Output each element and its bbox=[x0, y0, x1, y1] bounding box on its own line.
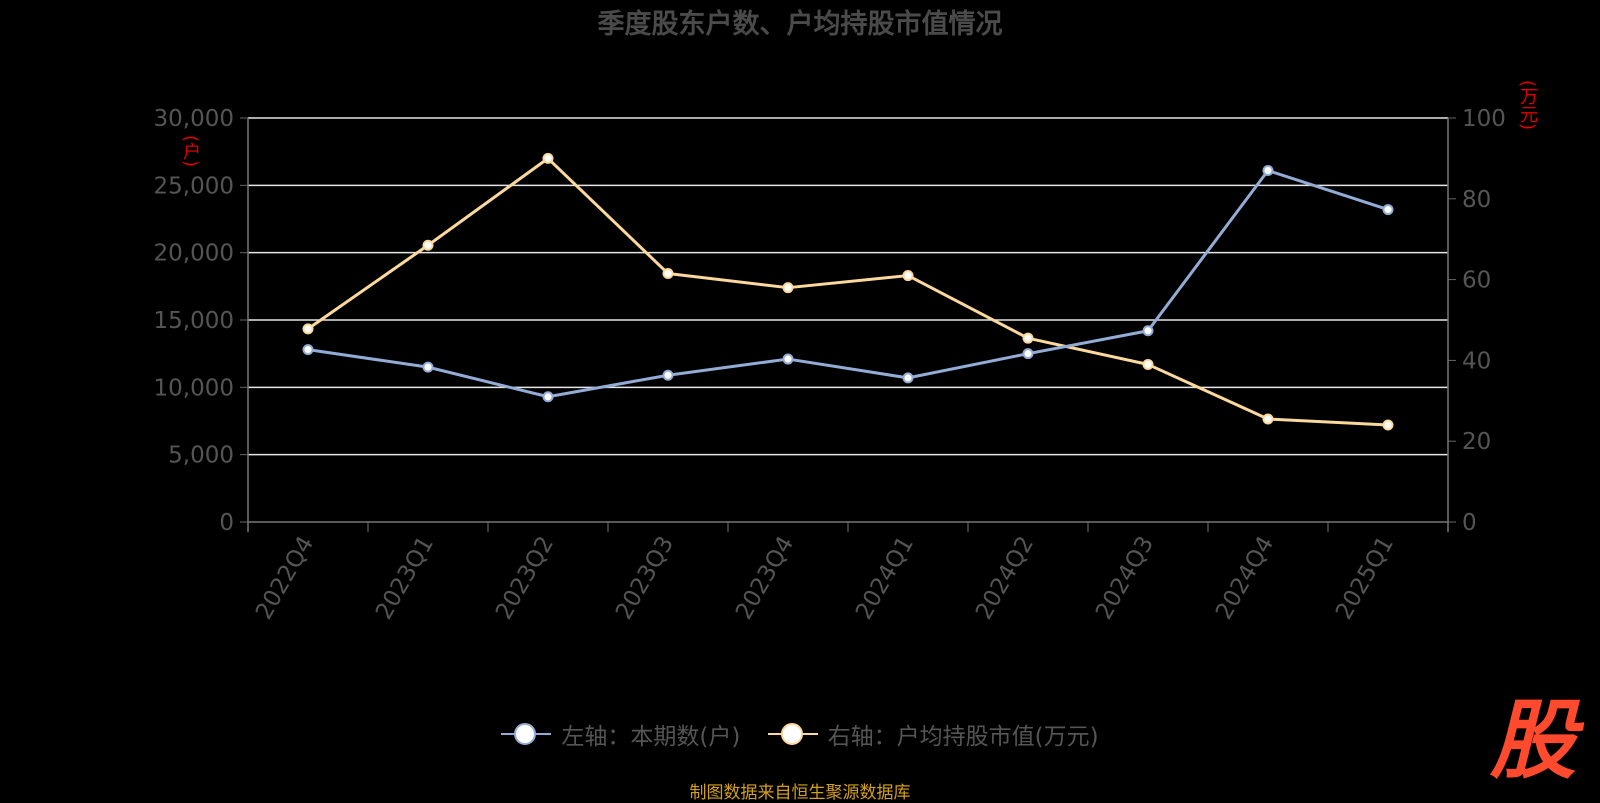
legend-marker-icon bbox=[767, 722, 818, 746]
data-point-left bbox=[422, 361, 434, 373]
series-line-right bbox=[307, 156, 1389, 427]
x-axis-tick-label: 2023Q1 bbox=[371, 532, 439, 624]
left-axis-tick-label: 0 bbox=[219, 510, 234, 536]
x-axis-tick-label: 2025Q1 bbox=[1331, 532, 1399, 624]
right-axis-tick-label: 100 bbox=[1462, 106, 1506, 132]
data-point-left bbox=[542, 391, 554, 403]
x-axis-tick-label: 2024Q3 bbox=[1091, 532, 1159, 624]
x-axis-tick-label: 2023Q4 bbox=[731, 532, 799, 624]
series-line-left bbox=[307, 169, 1389, 399]
x-axis-tick-label: 2024Q1 bbox=[851, 532, 919, 624]
x-axis-tick-label: 2022Q4 bbox=[251, 532, 319, 624]
right-axis-tick-label: 60 bbox=[1462, 268, 1491, 294]
data-point-left bbox=[1022, 348, 1034, 360]
legend-item-right-series[interactable]: 右轴：户均持股市值(万元) bbox=[767, 717, 1099, 751]
x-axis-tick-label: 2023Q3 bbox=[611, 532, 679, 624]
data-point-left bbox=[782, 353, 794, 365]
x-axis-tick-label: 2024Q2 bbox=[971, 532, 1039, 624]
data-point-right bbox=[542, 152, 554, 164]
left-axis-tick-label: 15,000 bbox=[154, 308, 234, 334]
data-point-right bbox=[1022, 332, 1034, 344]
data-source: 制图数据来自恒生聚源数据库 bbox=[689, 783, 911, 803]
x-axis-tick-label: 2023Q2 bbox=[491, 532, 559, 624]
left-axis-tick-label: 30,000 bbox=[154, 106, 234, 132]
left-axis-tick-label: 10,000 bbox=[154, 375, 234, 401]
x-axis-tick-label: 2024Q4 bbox=[1211, 532, 1279, 624]
left-axis-tick-label: 25,000 bbox=[154, 173, 234, 199]
legend-label: 右轴：户均持股市值(万元) bbox=[827, 724, 1099, 750]
data-point-left bbox=[1262, 165, 1274, 177]
chart-title: 季度股东户数、户均持股市值情况 bbox=[597, 9, 1003, 40]
data-point-left bbox=[1382, 204, 1394, 216]
legend-item-left-series[interactable]: 左轴：本期数(户) bbox=[501, 717, 740, 751]
legend-marker-icon bbox=[501, 722, 552, 746]
left-axis-tick-label: 20,000 bbox=[154, 241, 234, 267]
data-point-left bbox=[302, 344, 314, 356]
legend: 左轴：本期数(户) 右轴：户均持股市值(万元) bbox=[0, 717, 1600, 752]
left-axis-tick-label: 5,000 bbox=[168, 443, 234, 469]
grid-lines bbox=[248, 117, 1448, 456]
brand-logo: 股 bbox=[1490, 691, 1576, 791]
data-point-left bbox=[902, 372, 914, 384]
right-axis-tick-label: 20 bbox=[1462, 429, 1491, 455]
left-axis-unit: (户) bbox=[180, 135, 201, 168]
right-axis-tick-label: 40 bbox=[1462, 348, 1491, 374]
legend-label: 左轴：本期数(户) bbox=[561, 724, 741, 750]
data-point-right bbox=[302, 323, 314, 335]
data-point-right bbox=[422, 239, 434, 251]
right-axis-tick-label: 80 bbox=[1462, 187, 1491, 213]
right-axis-tick-label: 0 bbox=[1462, 510, 1477, 536]
series-lines bbox=[302, 152, 1394, 431]
data-point-right bbox=[782, 282, 794, 294]
data-point-right bbox=[1262, 413, 1274, 425]
data-point-right bbox=[1142, 358, 1154, 370]
data-point-right bbox=[1382, 419, 1394, 431]
data-point-right bbox=[902, 270, 914, 282]
data-point-left bbox=[662, 369, 674, 381]
data-point-right bbox=[662, 268, 674, 280]
right-axis-unit: (万元) bbox=[1517, 80, 1538, 131]
data-point-left bbox=[1142, 325, 1154, 337]
